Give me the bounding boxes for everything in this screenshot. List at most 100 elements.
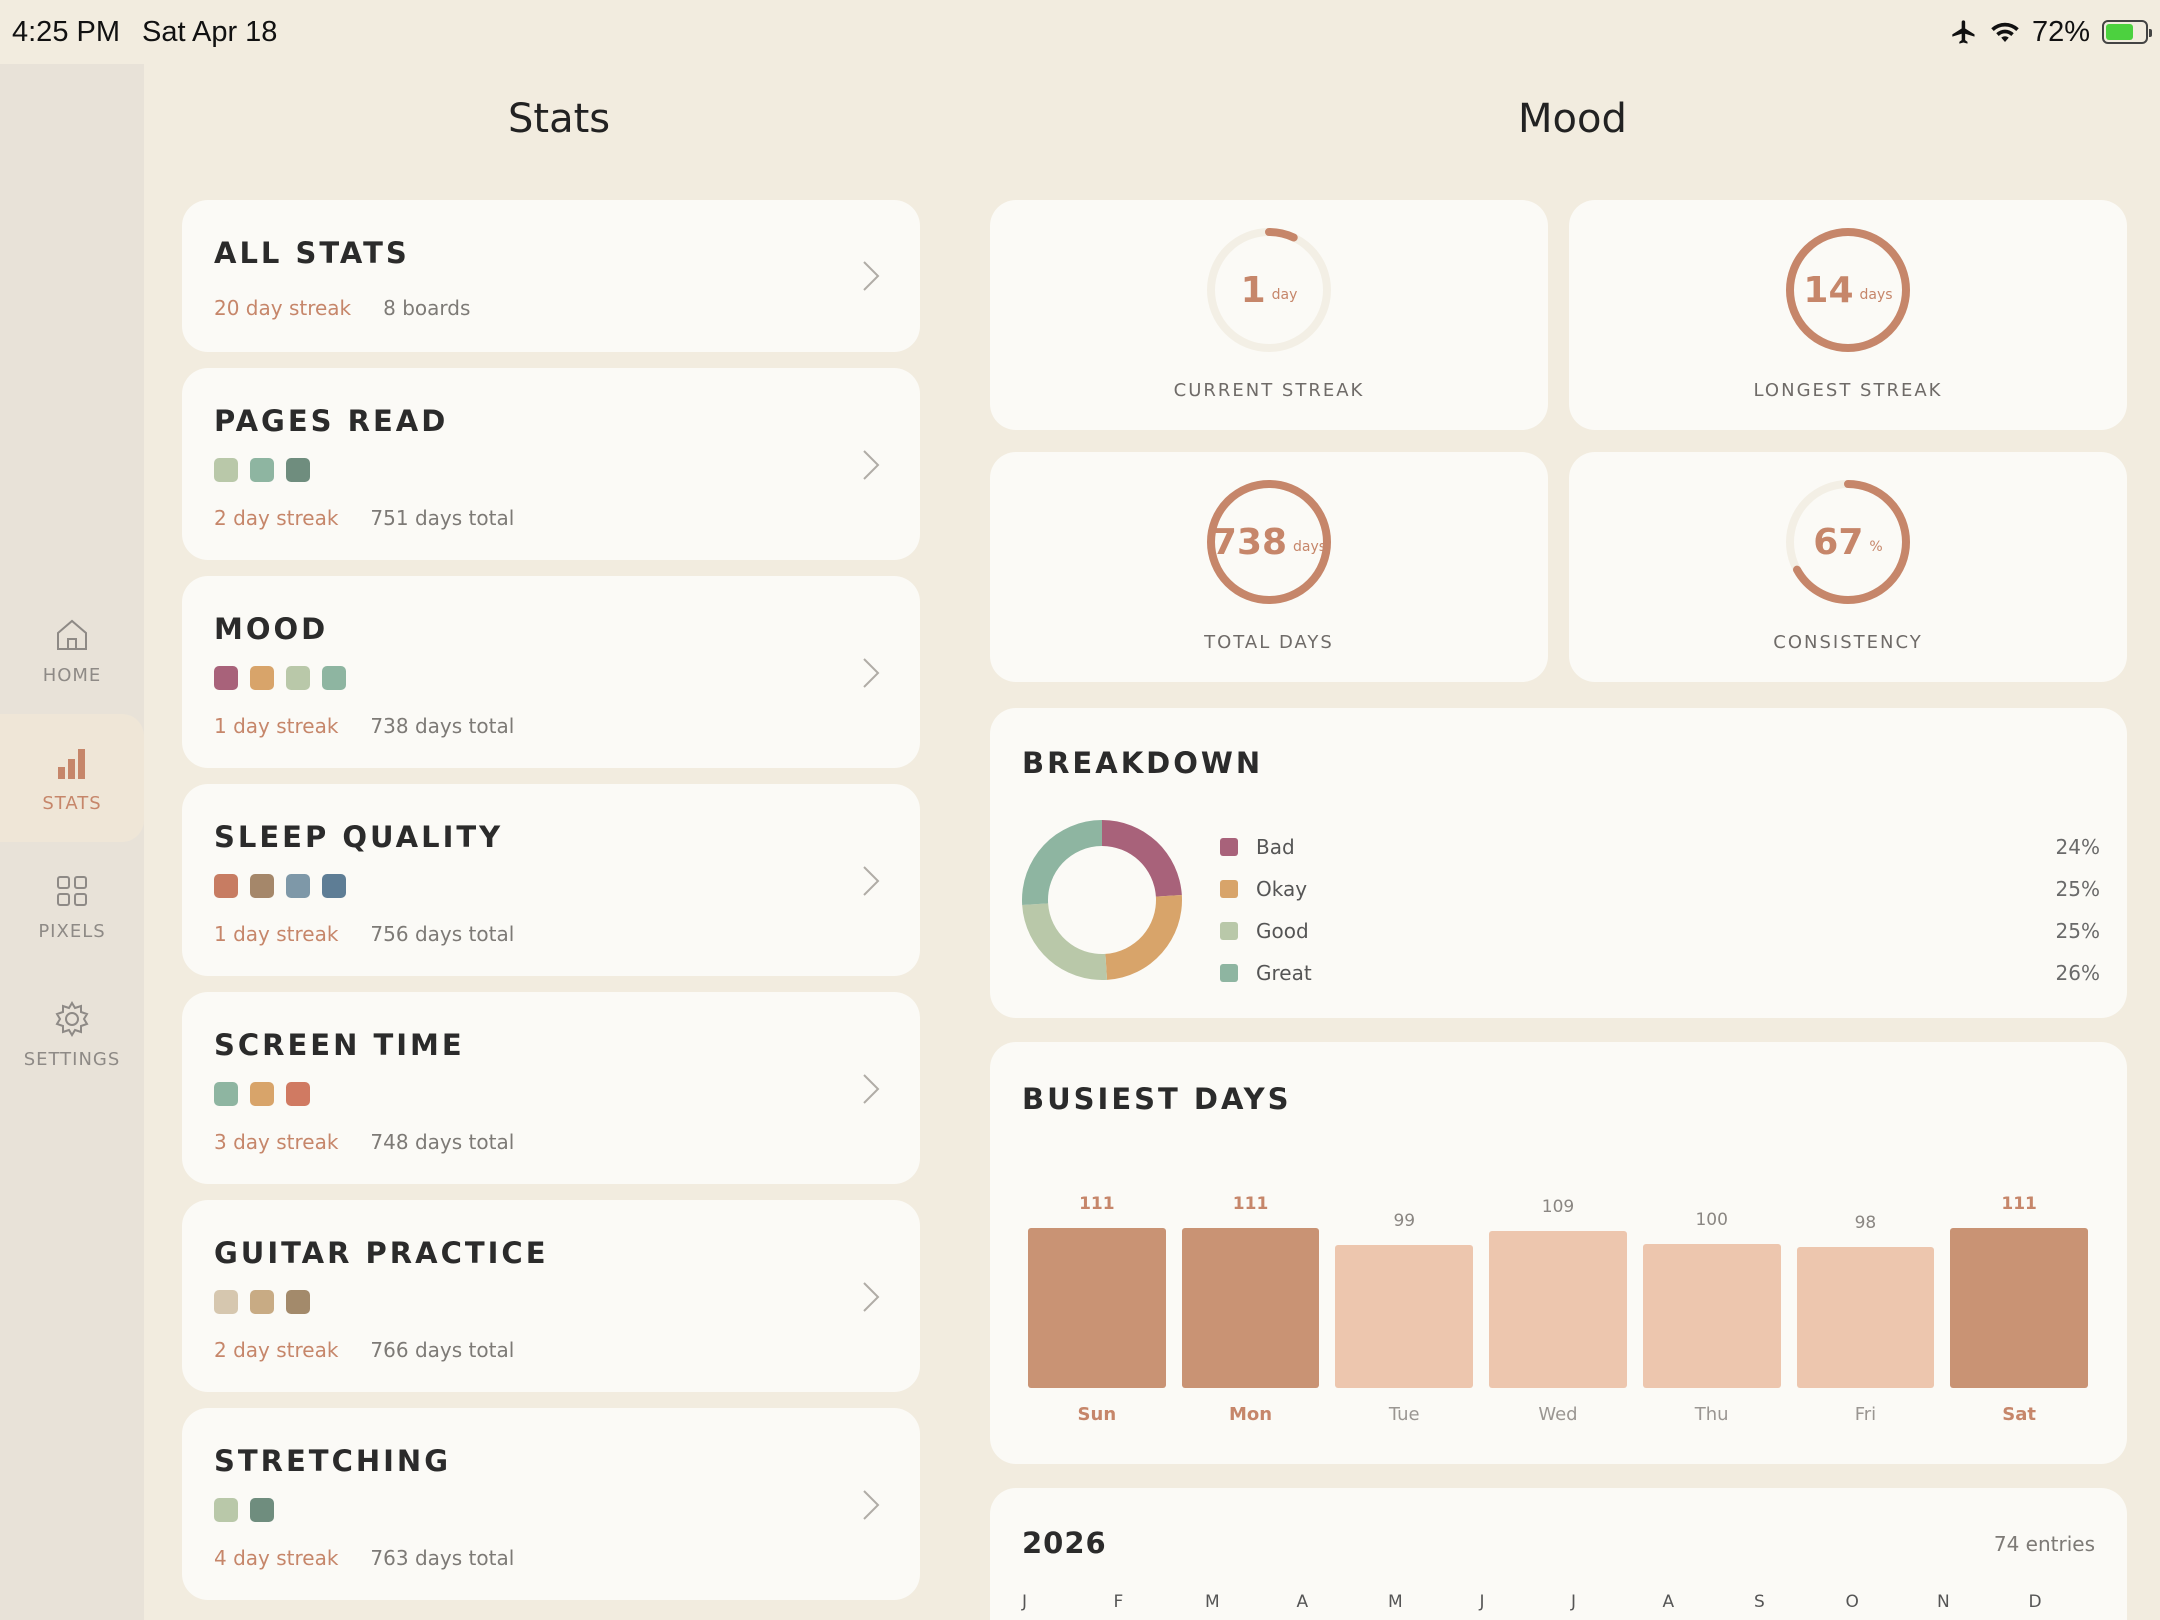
month-label: N	[1937, 1592, 1950, 1612]
color-chips	[214, 1082, 310, 1106]
ring-value: 1	[1240, 269, 1266, 311]
streak-text: 1 day streak	[214, 714, 339, 738]
color-chip	[250, 874, 274, 898]
breakdown-donut	[1022, 820, 1182, 980]
battery-icon	[2102, 20, 2152, 44]
day-label: Fri	[1854, 1404, 1877, 1425]
bar-column: 111	[1181, 1192, 1320, 1388]
total-text: 751 days total	[370, 506, 515, 530]
sidebar-item-pixels[interactable]: PIXELS	[0, 842, 144, 970]
sidebar-item-label: STATS	[42, 792, 102, 814]
bar	[1796, 1246, 1935, 1388]
bar-value: 111	[1232, 1194, 1269, 1214]
color-chip	[214, 1290, 238, 1314]
board-title: ALL STATS	[214, 236, 410, 270]
bar	[1489, 1230, 1627, 1388]
total-text: 763 days total	[370, 1546, 515, 1570]
ring-unit: %	[1869, 539, 1883, 555]
progress-ring: 738 days	[1203, 476, 1335, 608]
color-chip	[214, 1498, 238, 1522]
sidebar-item-label: SETTINGS	[23, 1048, 121, 1070]
wifi-icon	[1991, 22, 2019, 42]
progress-ring: 14 days	[1782, 224, 1914, 356]
day-label: Sun	[1077, 1404, 1117, 1425]
ring-unit: days	[1293, 539, 1327, 555]
color-chips	[214, 1498, 274, 1522]
chevron-right-icon	[863, 261, 880, 291]
ring-value: 738	[1211, 521, 1288, 563]
chevron-right-icon	[863, 450, 880, 480]
month-label: A	[1662, 1592, 1675, 1612]
month-label: M	[1388, 1592, 1403, 1612]
bar-column: 111	[1028, 1192, 1166, 1388]
legend-swatch	[1220, 880, 1238, 898]
board-meta: 4 day streak 763 days total	[214, 1546, 514, 1570]
sidebar: HOME STATS PIXELS SETTINGS	[0, 64, 144, 1620]
board-title: STRETCHING	[214, 1444, 452, 1478]
legend-percent: 24%	[2055, 835, 2100, 859]
month-label: D	[2028, 1592, 2042, 1612]
month-label: J	[1479, 1592, 1485, 1612]
donut-slice	[1105, 894, 1182, 980]
color-chip	[250, 1290, 274, 1314]
board-card[interactable]: SCREEN TIME 3 day streak 748 days total	[182, 992, 920, 1184]
boards-count: 8 boards	[383, 296, 471, 320]
ring-unit: days	[1859, 287, 1893, 303]
total-text: 756 days total	[370, 922, 515, 946]
bar	[1028, 1228, 1166, 1388]
streak-text: 1 day streak	[214, 922, 339, 946]
airplane-icon	[1952, 20, 1975, 44]
sidebar-item-label: HOME	[42, 664, 102, 686]
year-title: 2026	[1022, 1526, 1107, 1560]
total-days-card: 738 days TOTAL DAYS	[990, 452, 1548, 682]
bar-value: 100	[1695, 1209, 1728, 1230]
month-label: F	[1113, 1592, 1124, 1612]
streak-text: 2 day streak	[214, 1338, 339, 1362]
board-card[interactable]: STRETCHING 4 day streak 763 days total	[182, 1408, 920, 1600]
year-card: 2026 74 entries J F M A M J J A S O N D	[990, 1488, 2127, 1620]
month-label: J	[1022, 1592, 1028, 1612]
day-label: Wed	[1538, 1404, 1578, 1425]
day-label: Mon	[1229, 1404, 1273, 1425]
progress-ring: 67 %	[1782, 476, 1914, 608]
board-title: MOOD	[214, 612, 329, 646]
color-chip	[214, 666, 238, 690]
color-chips	[214, 1290, 310, 1314]
day-label: Tue	[1388, 1404, 1420, 1425]
current-streak-card: 1 day CURRENT STREAK	[990, 200, 1548, 430]
status-date: Sat Apr 18	[142, 15, 278, 48]
color-chips	[214, 458, 310, 482]
color-chip	[286, 874, 310, 898]
month-label: A	[1296, 1592, 1309, 1612]
color-chip	[214, 874, 238, 898]
color-chip	[322, 874, 346, 898]
sidebar-item-stats[interactable]: STATS	[0, 714, 144, 842]
sidebar-item-settings[interactable]: SETTINGS	[0, 970, 144, 1098]
grid-icon	[57, 875, 87, 906]
board-card[interactable]: GUITAR PRACTICE 2 day streak 766 days to…	[182, 1200, 920, 1392]
bar-column: 100	[1642, 1192, 1781, 1388]
board-card[interactable]: MOOD 1 day streak 738 days total	[182, 576, 920, 768]
legend-row: Great 26%	[1220, 958, 2100, 988]
color-chip	[250, 458, 274, 482]
streak-text: 4 day streak	[214, 1546, 339, 1570]
legend-swatch	[1220, 964, 1238, 982]
total-text: 766 days total	[370, 1338, 515, 1362]
color-chip	[250, 666, 274, 690]
breakdown-title: BREAKDOWN	[1022, 746, 1264, 780]
month-label: O	[1845, 1592, 1859, 1612]
sidebar-item-label: PIXELS	[38, 920, 106, 942]
bar-column: 99	[1335, 1192, 1474, 1388]
board-card[interactable]: SLEEP QUALITY 1 day streak 756 days tota…	[182, 784, 920, 976]
all-stats-card[interactable]: ALL STATS 20 day streak 8 boards	[182, 200, 920, 352]
bar-value: 99	[1393, 1211, 1416, 1232]
bar-column: 109	[1489, 1192, 1627, 1388]
sidebar-item-home[interactable]: HOME	[0, 586, 144, 714]
color-chip	[286, 666, 310, 690]
bar-column: 111	[1950, 1192, 2088, 1388]
gear-icon	[55, 1000, 89, 1037]
board-card[interactable]: PAGES READ 2 day streak 751 days total	[182, 368, 920, 560]
chevron-right-icon	[863, 658, 880, 688]
color-chip	[322, 666, 346, 690]
color-chip	[250, 1498, 274, 1522]
